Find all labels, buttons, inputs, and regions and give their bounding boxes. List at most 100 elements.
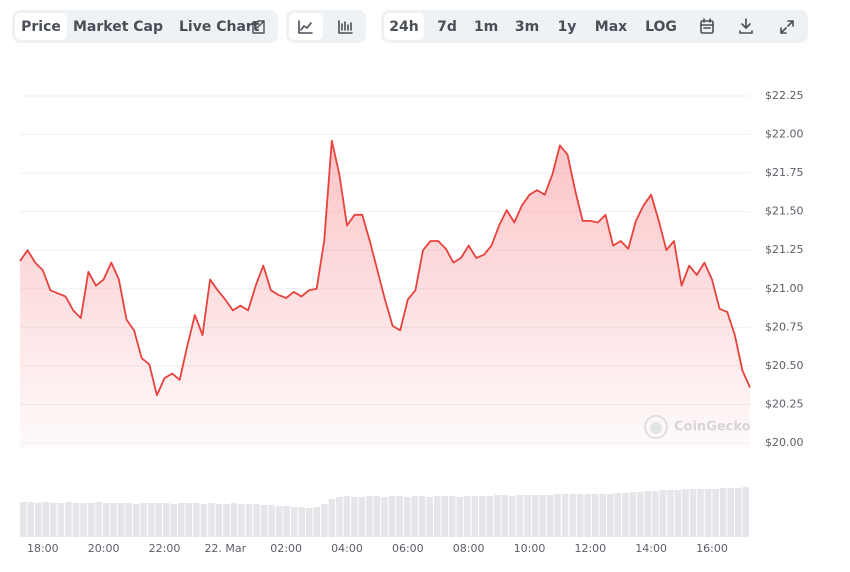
volume-bar (208, 503, 215, 537)
volume-bar (351, 497, 358, 537)
volume-bar (644, 491, 652, 537)
download-icon[interactable] (739, 18, 753, 34)
x-tick-label: 06:00 (392, 542, 424, 555)
volume-bar (614, 493, 622, 537)
volume-bar (230, 503, 238, 537)
volume-bar (464, 496, 471, 537)
range-group (381, 10, 808, 43)
volume-bar (418, 496, 426, 537)
price-line (19, 139, 751, 397)
x-tick-label: 22. Mar (204, 542, 246, 555)
metric-group (12, 10, 278, 43)
volume-bar (689, 489, 697, 537)
volume-bar (140, 503, 147, 537)
volume-bar (697, 489, 704, 537)
volume-bar (456, 497, 464, 537)
volume-bar (479, 496, 486, 537)
volume-bar (554, 494, 561, 537)
volume-bar (313, 507, 321, 537)
range-tab[interactable]: LOG (645, 19, 677, 35)
watermark-logo (650, 422, 662, 434)
volume-bar (426, 497, 433, 537)
volume-bar (509, 496, 516, 537)
range-tab[interactable]: 24h (389, 19, 418, 35)
volume-bar (441, 496, 448, 537)
x-tick-label: 12:00 (574, 542, 606, 555)
y-tick-label: $20.00 (765, 436, 804, 449)
y-tick-label: $20.25 (765, 397, 804, 410)
volume-bar (50, 503, 57, 537)
watermark-text: CoinGecko (674, 420, 751, 435)
volume-bar (290, 507, 298, 537)
volume-bar (321, 504, 328, 537)
volume-bar (215, 504, 223, 537)
volume-bar (712, 489, 719, 537)
calendar-icon[interactable] (700, 18, 714, 34)
volume-bar (637, 492, 644, 537)
volume-bar (102, 503, 110, 537)
volume-bar (117, 503, 125, 537)
volume-bar (704, 489, 712, 537)
watermark-logo (644, 415, 668, 439)
volume-bar (245, 504, 253, 537)
volume-bar (674, 490, 682, 537)
selected-tab (384, 13, 424, 40)
volume-bar (80, 503, 87, 537)
volume-bar (132, 504, 140, 537)
volume-bar (200, 504, 208, 537)
x-tick-label: 14:00 (635, 542, 667, 555)
volume-bar (87, 503, 95, 537)
tab[interactable]: Market Cap (73, 19, 163, 35)
candle-chart-icon[interactable] (338, 20, 353, 34)
x-tick-label: 16:00 (696, 542, 728, 555)
tab[interactable]: Live Chart (179, 19, 260, 35)
volume-bar (591, 494, 599, 537)
volume-bar (501, 495, 509, 537)
volume-bar (381, 497, 388, 537)
volume-bar (95, 502, 102, 537)
volume-bar (178, 503, 185, 537)
range-tab[interactable]: 3m (515, 19, 539, 35)
volume-bar (343, 496, 351, 537)
volume-bar (193, 503, 200, 537)
y-tick-label: $22.00 (765, 128, 804, 141)
volume-bar (20, 502, 27, 537)
volume-bar (734, 488, 742, 537)
range-tab[interactable]: 1y (558, 19, 577, 35)
volume-bar (260, 505, 268, 537)
volume-bar (336, 497, 343, 537)
volume-bar (659, 490, 667, 537)
x-tick-label: 04:00 (331, 542, 363, 555)
volume-bar (42, 502, 50, 537)
volume-bar (253, 504, 260, 537)
range-tab[interactable]: 7d (437, 19, 457, 35)
volume-bar (569, 494, 576, 537)
volume-bar (629, 492, 637, 537)
volume-bar (742, 487, 749, 537)
line-chart-icon[interactable] (298, 20, 313, 34)
volume-bar (531, 495, 539, 537)
volume-bar (607, 494, 614, 537)
volume-bar (448, 496, 456, 537)
volume-bar (125, 503, 132, 537)
volume-bar (366, 496, 373, 537)
volume-bar (471, 496, 479, 537)
volume-bar (238, 504, 245, 537)
volume-bar (155, 503, 162, 537)
volume-bar (576, 494, 584, 537)
x-tick-label: 22:00 (149, 542, 181, 555)
expand-icon[interactable] (780, 20, 794, 34)
tab[interactable]: Price (21, 19, 61, 35)
volume-bar (667, 490, 674, 537)
price-area (20, 140, 750, 448)
volume-bar (110, 503, 117, 537)
range-tab[interactable]: Max (595, 19, 627, 35)
x-tick-label: 08:00 (453, 542, 485, 555)
volume-bar (719, 488, 727, 537)
volume-bar (539, 495, 546, 537)
range-tab[interactable]: 1m (474, 19, 498, 35)
selected-tab (15, 13, 67, 40)
y-tick-label: $21.75 (765, 166, 804, 179)
volume-bar (524, 495, 531, 537)
